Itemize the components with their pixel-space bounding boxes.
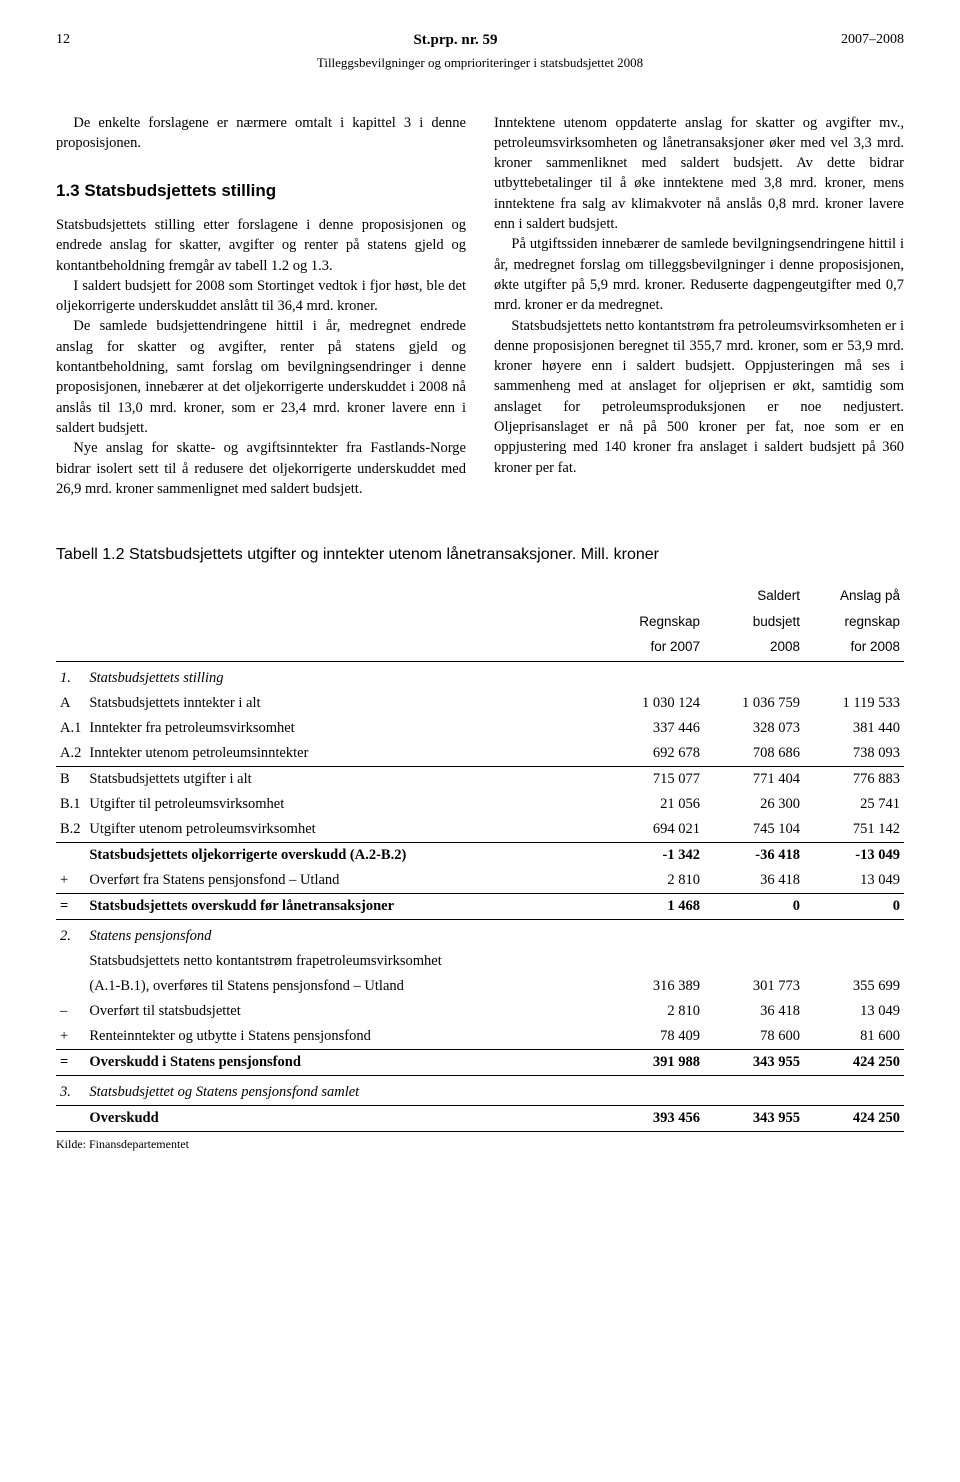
table-row-olj: Statsbudsjettets oljekorrigerte overskud… (56, 843, 904, 869)
right-column: Inntektene utenom oppdaterte anslag for … (494, 113, 904, 500)
doc-subtitle: Tilleggsbevilgninger og omprioriteringer… (56, 54, 904, 73)
col-header-regnskap-l1: Regnskap (604, 610, 704, 636)
table-row: A.1 Inntekter fra petroleumsvirksomhet 3… (56, 716, 904, 741)
left-p2: I saldert budsjett for 2008 som Storting… (56, 276, 466, 317)
table-row: Statsbudsjettets netto kontantstrøm frap… (56, 949, 904, 974)
table-row: A Statsbudsjettets inntekter i alt 1 030… (56, 691, 904, 716)
section-heading-1-3: 1.3 Statsbudsjettets stilling (56, 179, 466, 203)
col-header-saldert-l1: Saldert (704, 584, 804, 610)
left-column: De enkelte forslagene er nærmere omtalt … (56, 113, 466, 500)
doc-number: St.prp. nr. 59 (413, 30, 497, 52)
table-row-overskudd: Overskudd 393 456 343 955 424 250 (56, 1106, 904, 1132)
s1-title: Statsbudsjettets stilling (85, 662, 604, 692)
left-p1: Statsbudsjettets stilling etter forslage… (56, 215, 466, 276)
right-p2: På utgiftssiden innebærer de samlede bev… (494, 234, 904, 315)
body-columns: De enkelte forslagene er nærmere omtalt … (56, 113, 904, 500)
col-header-anslag-l1: Anslag på (804, 584, 904, 610)
table-title: Tabell 1.2 Statsbudsjettets utgifter og … (56, 543, 904, 566)
s3-num: 3. (56, 1076, 85, 1106)
doc-year: 2007–2008 (841, 30, 904, 52)
col-header-anslag-l3: for 2008 (804, 635, 904, 661)
table-source: Kilde: Finansdepartementet (56, 1136, 904, 1153)
left-p4: Nye anslag for skatte- og avgiftsinntekt… (56, 438, 466, 499)
s1-num: 1. (56, 662, 85, 692)
page-number: 12 (56, 30, 70, 52)
table-row: A.2 Inntekter utenom petroleumsinntekter… (56, 741, 904, 767)
table-row: + Renteinntekter og utbytte i Statens pe… (56, 1024, 904, 1050)
right-p3: Statsbudsjettets netto kontantstrøm fra … (494, 316, 904, 478)
table-row: B.2 Utgifter utenom petroleumsvirksomhet… (56, 817, 904, 843)
col-header-anslag-l2: regnskap (804, 610, 904, 636)
page-header: 12 St.prp. nr. 59 2007–2008 (56, 30, 904, 52)
table-row: + Overført fra Statens pensjonsfond – Ut… (56, 868, 904, 894)
table-row: B Statsbudsjettets utgifter i alt 715 07… (56, 767, 904, 793)
table-row: (A.1-B.1), overføres til Statens pensjon… (56, 974, 904, 999)
intro-paragraph: De enkelte forslagene er nærmere omtalt … (56, 113, 466, 154)
s2-num: 2. (56, 920, 85, 950)
table-row-eq1: = Statsbudsjettets overskudd før lånetra… (56, 894, 904, 920)
s3-title: Statsbudsjettet og Statens pensjonsfond … (85, 1076, 604, 1106)
table-row: B.1 Utgifter til petroleumsvirksomhet 21… (56, 792, 904, 817)
table-row-eq2: = Overskudd i Statens pensjonsfond 391 9… (56, 1050, 904, 1076)
budget-table: Saldert Anslag på Regnskap budsjett regn… (56, 584, 904, 1132)
col-header-regnskap-l2: for 2007 (604, 635, 704, 661)
col-header-saldert-l3: 2008 (704, 635, 804, 661)
table-row: – Overført til statsbudsjettet 2 810 36 … (56, 999, 904, 1024)
left-p3: De samlede budsjettendringene hittil i å… (56, 316, 466, 438)
right-p1: Inntektene utenom oppdaterte anslag for … (494, 113, 904, 235)
col-header-saldert-l2: budsjett (704, 610, 804, 636)
s2-title: Statens pensjonsfond (85, 920, 604, 950)
